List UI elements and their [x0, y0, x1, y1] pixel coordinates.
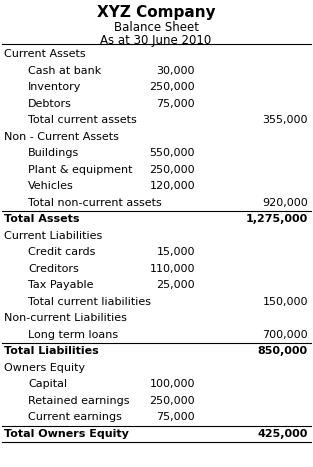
Text: Plant & equipment: Plant & equipment: [28, 165, 132, 175]
Text: Buildings: Buildings: [28, 148, 79, 158]
Text: Owners Equity: Owners Equity: [4, 363, 85, 373]
Text: Non-current Liabilities: Non-current Liabilities: [4, 313, 127, 323]
Text: 110,000: 110,000: [150, 264, 195, 274]
Text: Inventory: Inventory: [28, 82, 81, 92]
Text: Retained earnings: Retained earnings: [28, 396, 130, 406]
Text: Balance Sheet: Balance Sheet: [114, 21, 198, 34]
Text: 30,000: 30,000: [156, 66, 195, 76]
Text: Total Liabilities: Total Liabilities: [4, 346, 99, 356]
Text: 120,000: 120,000: [149, 181, 195, 191]
Text: 355,000: 355,000: [263, 115, 308, 125]
Text: Total current liabilities: Total current liabilities: [28, 297, 151, 307]
Text: 100,000: 100,000: [150, 379, 195, 389]
Text: Capital: Capital: [28, 379, 67, 389]
Text: As at 30 June 2010: As at 30 June 2010: [100, 34, 212, 47]
Text: 250,000: 250,000: [149, 396, 195, 406]
Text: 250,000: 250,000: [149, 165, 195, 175]
Text: Cash at bank: Cash at bank: [28, 66, 101, 76]
Text: 15,000: 15,000: [156, 247, 195, 257]
Text: Current Assets: Current Assets: [4, 49, 86, 59]
Text: XYZ Company: XYZ Company: [97, 5, 215, 20]
Text: Total Owners Equity: Total Owners Equity: [4, 429, 129, 439]
Text: Creditors: Creditors: [28, 264, 79, 274]
Text: 425,000: 425,000: [258, 429, 308, 439]
Text: Total current assets: Total current assets: [28, 115, 137, 125]
Text: Tax Payable: Tax Payable: [28, 280, 94, 290]
Text: Non - Current Assets: Non - Current Assets: [4, 132, 119, 142]
Text: 550,000: 550,000: [150, 148, 195, 158]
Text: Vehicles: Vehicles: [28, 181, 74, 191]
Text: Current earnings: Current earnings: [28, 412, 122, 422]
Text: 25,000: 25,000: [156, 280, 195, 290]
Text: 150,000: 150,000: [263, 297, 308, 307]
Text: Debtors: Debtors: [28, 99, 72, 109]
Text: 75,000: 75,000: [156, 99, 195, 109]
Text: 920,000: 920,000: [262, 198, 308, 208]
Text: Credit cards: Credit cards: [28, 247, 95, 257]
Text: 250,000: 250,000: [149, 82, 195, 92]
Text: 75,000: 75,000: [156, 412, 195, 422]
Text: 700,000: 700,000: [262, 330, 308, 340]
Text: Total non-current assets: Total non-current assets: [28, 198, 162, 208]
Text: 850,000: 850,000: [258, 346, 308, 356]
Text: Long term loans: Long term loans: [28, 330, 118, 340]
Text: Current Liabilities: Current Liabilities: [4, 231, 102, 241]
Text: 1,275,000: 1,275,000: [246, 214, 308, 224]
Text: Total Assets: Total Assets: [4, 214, 80, 224]
